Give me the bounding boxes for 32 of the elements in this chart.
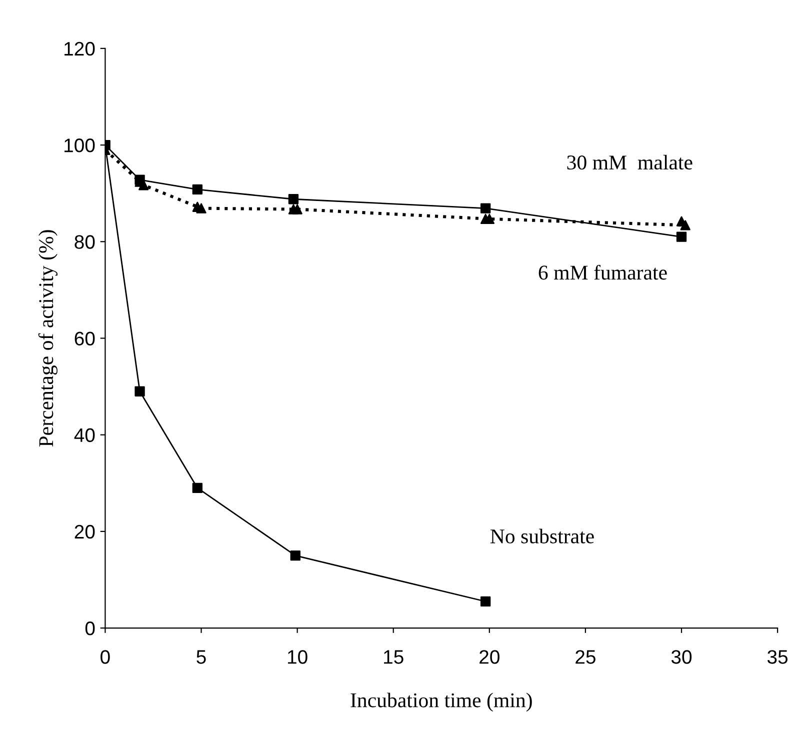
point [134,386,145,396]
point [192,482,202,494]
point [480,203,491,214]
y-tick-label: 100 [64,138,95,152]
point [292,204,302,214]
y-tick-label: 0 [85,622,95,636]
x-tick-label: 15 [384,650,404,664]
point [138,180,149,190]
y-tick-label: 120 [64,42,95,56]
x-tick-label: 30 [671,650,692,664]
point [288,194,299,204]
x-tick-label: 0 [100,650,110,664]
point [196,203,206,214]
x-tick-label: 35 [767,650,788,664]
x-tick-label: 20 [480,650,500,664]
x-tick-label: 5 [196,650,206,664]
point [676,232,687,242]
x-axis-title: Incubation time (min) [350,692,532,712]
annotation: No substrate [490,528,594,544]
x-tick-label: 10 [288,650,308,664]
point [192,184,202,195]
point [680,220,690,230]
x-tick-label: 25 [576,650,596,664]
y-axis-title: Percentage of activity (%) [38,230,58,447]
y-tick-label: 80 [74,235,95,249]
y-tick-label: 60 [74,332,95,346]
y-tick-label: 20 [74,524,95,539]
point [480,596,491,607]
y-tick-label: 40 [74,428,95,442]
annotation: 30 mM malate [567,154,692,170]
point [290,550,300,561]
annotation: 6 mM fumarate [538,264,667,280]
